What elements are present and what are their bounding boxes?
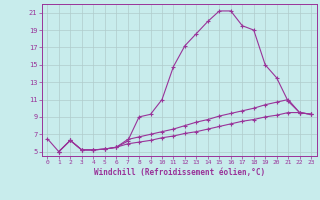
X-axis label: Windchill (Refroidissement éolien,°C): Windchill (Refroidissement éolien,°C) — [94, 168, 265, 177]
